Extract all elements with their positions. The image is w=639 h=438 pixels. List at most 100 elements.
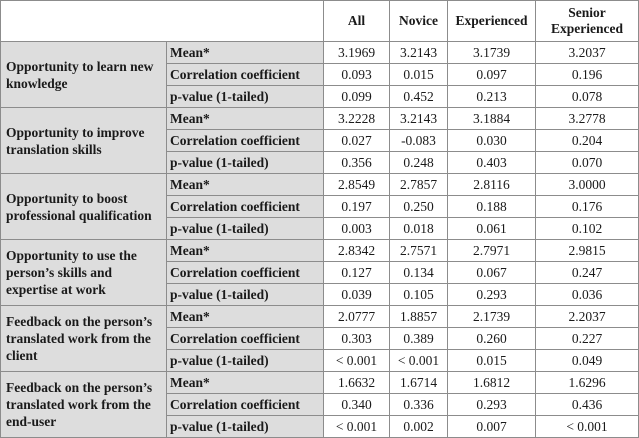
value-cell-novice: 0.336: [389, 393, 448, 416]
table-row: Feedback on the person’s translated work…: [0, 371, 639, 438]
table-row: p-value (1-tailed) 0.099 0.452 0.213 0.078: [1, 85, 639, 108]
value-cell-senior-experienced: 0.204: [535, 129, 639, 152]
value-cell-novice: 1.6714: [389, 371, 448, 394]
stat-label-p-value: p-value (1-tailed): [166, 217, 324, 240]
value-cell-novice: 0.250: [389, 195, 448, 218]
value-cell-experienced: 0.260: [447, 327, 536, 350]
value-cell-senior-experienced: 0.070: [535, 151, 639, 174]
stat-label-mean: Mean*: [166, 305, 324, 328]
stat-label-correlation-coefficient: Correlation coefficient: [166, 327, 324, 350]
value-cell-experienced: 2.8116: [447, 173, 536, 196]
stat-label-correlation-coefficient: Correlation coefficient: [166, 393, 324, 416]
value-cell-all: 0.093: [323, 63, 390, 86]
value-cell-experienced: 0.030: [447, 129, 536, 152]
value-cell-all: 3.1969: [323, 41, 390, 64]
value-cell-all: 0.303: [323, 327, 390, 350]
value-cell-experienced: 0.403: [447, 151, 536, 174]
table-row: Correlation coefficient 0.027 -0.083 0.030 0…: [1, 129, 639, 152]
value-cell-novice: 1.8857: [389, 305, 448, 328]
table-row: Correlation coefficient 0.340 0.336 0.293 0.…: [1, 393, 639, 416]
factor-label: Opportunity to boost professional qualif…: [0, 173, 167, 240]
value-cell-all: 1.6632: [323, 371, 390, 394]
column-header-novice: Novice: [389, 0, 448, 42]
value-cell-novice: 0.134: [389, 261, 448, 284]
factor-label: Opportunity to learn new knowledge: [0, 41, 167, 108]
value-cell-senior-experienced: 0.227: [535, 327, 639, 350]
value-cell-all: 0.340: [323, 393, 390, 416]
value-cell-all: 0.003: [323, 217, 390, 240]
value-cell-all: 2.8342: [323, 239, 390, 262]
factor-label: Opportunity to use the person’s skills a…: [0, 239, 167, 306]
value-cell-novice: 0.248: [389, 151, 448, 174]
value-cell-experienced: 0.293: [447, 283, 536, 306]
value-cell-all: 0.197: [323, 195, 390, 218]
value-cell-senior-experienced: 0.436: [535, 393, 639, 416]
value-cell-senior-experienced: 3.2778: [535, 107, 639, 130]
value-cell-novice: 2.7857: [389, 173, 448, 196]
value-cell-senior-experienced: < 0.001: [535, 415, 639, 438]
table-row: Correlation coefficient 0.303 0.389 0.260 0.…: [1, 327, 639, 350]
stat-label-correlation-coefficient: Correlation coefficient: [166, 261, 324, 284]
value-cell-experienced: 0.097: [447, 63, 536, 86]
value-cell-senior-experienced: 2.9815: [535, 239, 639, 262]
value-cell-experienced: 3.1884: [447, 107, 536, 130]
table-row: Opportunity to learn new knowledge Mean* 3…: [0, 41, 639, 108]
column-header-senior-experienced: Senior Experienced: [535, 0, 639, 42]
value-cell-all: 0.099: [323, 85, 390, 108]
column-header-experienced: Experienced: [447, 0, 536, 42]
value-cell-all: 2.8549: [323, 173, 390, 196]
header-blank-cell: [0, 0, 324, 42]
value-cell-senior-experienced: 0.176: [535, 195, 639, 218]
value-cell-all: 2.0777: [323, 305, 390, 328]
value-cell-experienced: 0.061: [447, 217, 536, 240]
value-cell-senior-experienced: 0.078: [535, 85, 639, 108]
table-row: Opportunity to boost professional qualif…: [0, 173, 639, 240]
value-cell-novice: 2.7571: [389, 239, 448, 262]
table-row: p-value (1-tailed) 0.356 0.248 0.403 0.070: [1, 151, 639, 174]
table-row: Correlation coefficient 0.197 0.250 0.188 0.…: [1, 195, 639, 218]
stat-label-p-value: p-value (1-tailed): [166, 283, 324, 306]
table-row: Correlation coefficient 0.093 0.015 0.097 0.…: [1, 63, 639, 86]
value-cell-experienced: 3.1739: [447, 41, 536, 64]
table-row: p-value (1-tailed) < 0.001 0.002 0.007 < 0.0…: [1, 415, 639, 438]
stat-label-correlation-coefficient: Correlation coefficient: [166, 195, 324, 218]
value-cell-all: < 0.001: [323, 415, 390, 438]
value-cell-all: 0.127: [323, 261, 390, 284]
value-cell-experienced: 2.1739: [447, 305, 536, 328]
value-cell-experienced: 1.6812: [447, 371, 536, 394]
value-cell-senior-experienced: 3.0000: [535, 173, 639, 196]
value-cell-experienced: 0.007: [447, 415, 536, 438]
stat-label-mean: Mean*: [166, 371, 324, 394]
value-cell-experienced: 2.7971: [447, 239, 536, 262]
value-cell-all: 3.2228: [323, 107, 390, 130]
stat-label-p-value: p-value (1-tailed): [166, 85, 324, 108]
value-cell-novice: 0.018: [389, 217, 448, 240]
value-cell-all: 0.027: [323, 129, 390, 152]
factor-label: Feedback on the person’s translated work…: [0, 371, 167, 438]
table-body: Opportunity to learn new knowledge Mean* 3…: [0, 41, 639, 438]
value-cell-novice: 0.389: [389, 327, 448, 350]
table-row: p-value (1-tailed) 0.003 0.018 0.061 0.102: [1, 217, 639, 240]
stat-label-p-value: p-value (1-tailed): [166, 151, 324, 174]
header-row: All Novice Experienced Senior Experience…: [0, 0, 639, 42]
value-cell-senior-experienced: 2.2037: [535, 305, 639, 328]
value-cell-senior-experienced: 0.196: [535, 63, 639, 86]
value-cell-experienced: 0.188: [447, 195, 536, 218]
value-cell-novice: 0.452: [389, 85, 448, 108]
value-cell-senior-experienced: 0.036: [535, 283, 639, 306]
stat-label-mean: Mean*: [166, 173, 324, 196]
stat-label-mean: Mean*: [166, 41, 324, 64]
value-cell-senior-experienced: 0.049: [535, 349, 639, 372]
value-cell-novice: 0.002: [389, 415, 448, 438]
value-cell-experienced: 0.293: [447, 393, 536, 416]
column-header-all: All: [323, 0, 390, 42]
stat-label-correlation-coefficient: Correlation coefficient: [166, 129, 324, 152]
stat-label-correlation-coefficient: Correlation coefficient: [166, 63, 324, 86]
value-cell-experienced: 0.067: [447, 261, 536, 284]
stat-label-mean: Mean*: [166, 239, 324, 262]
value-cell-novice: 0.015: [389, 63, 448, 86]
value-cell-senior-experienced: 1.6296: [535, 371, 639, 394]
value-cell-senior-experienced: 3.2037: [535, 41, 639, 64]
factor-label: Opportunity to improve translation skill…: [0, 107, 167, 174]
